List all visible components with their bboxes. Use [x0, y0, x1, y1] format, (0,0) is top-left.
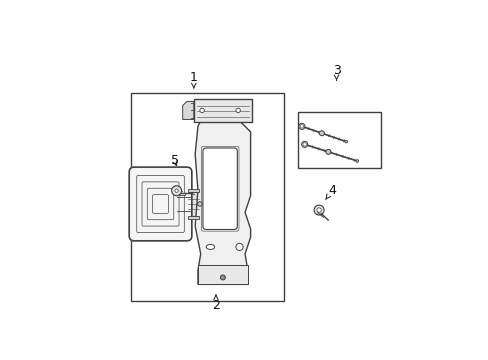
Circle shape — [344, 140, 347, 143]
Circle shape — [175, 189, 178, 192]
Circle shape — [301, 141, 307, 148]
Bar — [185, 192, 202, 216]
Circle shape — [313, 205, 324, 215]
Text: 4: 4 — [325, 184, 336, 199]
Circle shape — [316, 208, 321, 212]
Bar — [193, 99, 251, 122]
Text: 3: 3 — [332, 64, 340, 80]
Circle shape — [355, 159, 358, 162]
Circle shape — [200, 108, 204, 113]
Bar — [297, 112, 380, 168]
FancyBboxPatch shape — [129, 167, 191, 241]
Circle shape — [303, 143, 305, 146]
Circle shape — [220, 275, 225, 280]
Circle shape — [235, 108, 240, 113]
Polygon shape — [183, 102, 193, 120]
Text: 1: 1 — [189, 71, 197, 88]
FancyBboxPatch shape — [203, 148, 237, 229]
Polygon shape — [195, 121, 250, 284]
Ellipse shape — [206, 244, 214, 249]
Bar — [188, 216, 199, 219]
Bar — [198, 265, 247, 284]
Circle shape — [325, 149, 330, 154]
Circle shape — [319, 131, 324, 136]
Circle shape — [298, 123, 305, 129]
Bar — [178, 193, 184, 195]
Circle shape — [300, 125, 303, 128]
Circle shape — [171, 186, 181, 195]
Circle shape — [235, 243, 243, 251]
Circle shape — [197, 202, 202, 206]
Bar — [131, 93, 284, 301]
Text: 2: 2 — [212, 295, 220, 312]
Text: 5: 5 — [170, 154, 178, 167]
Bar — [188, 189, 199, 192]
